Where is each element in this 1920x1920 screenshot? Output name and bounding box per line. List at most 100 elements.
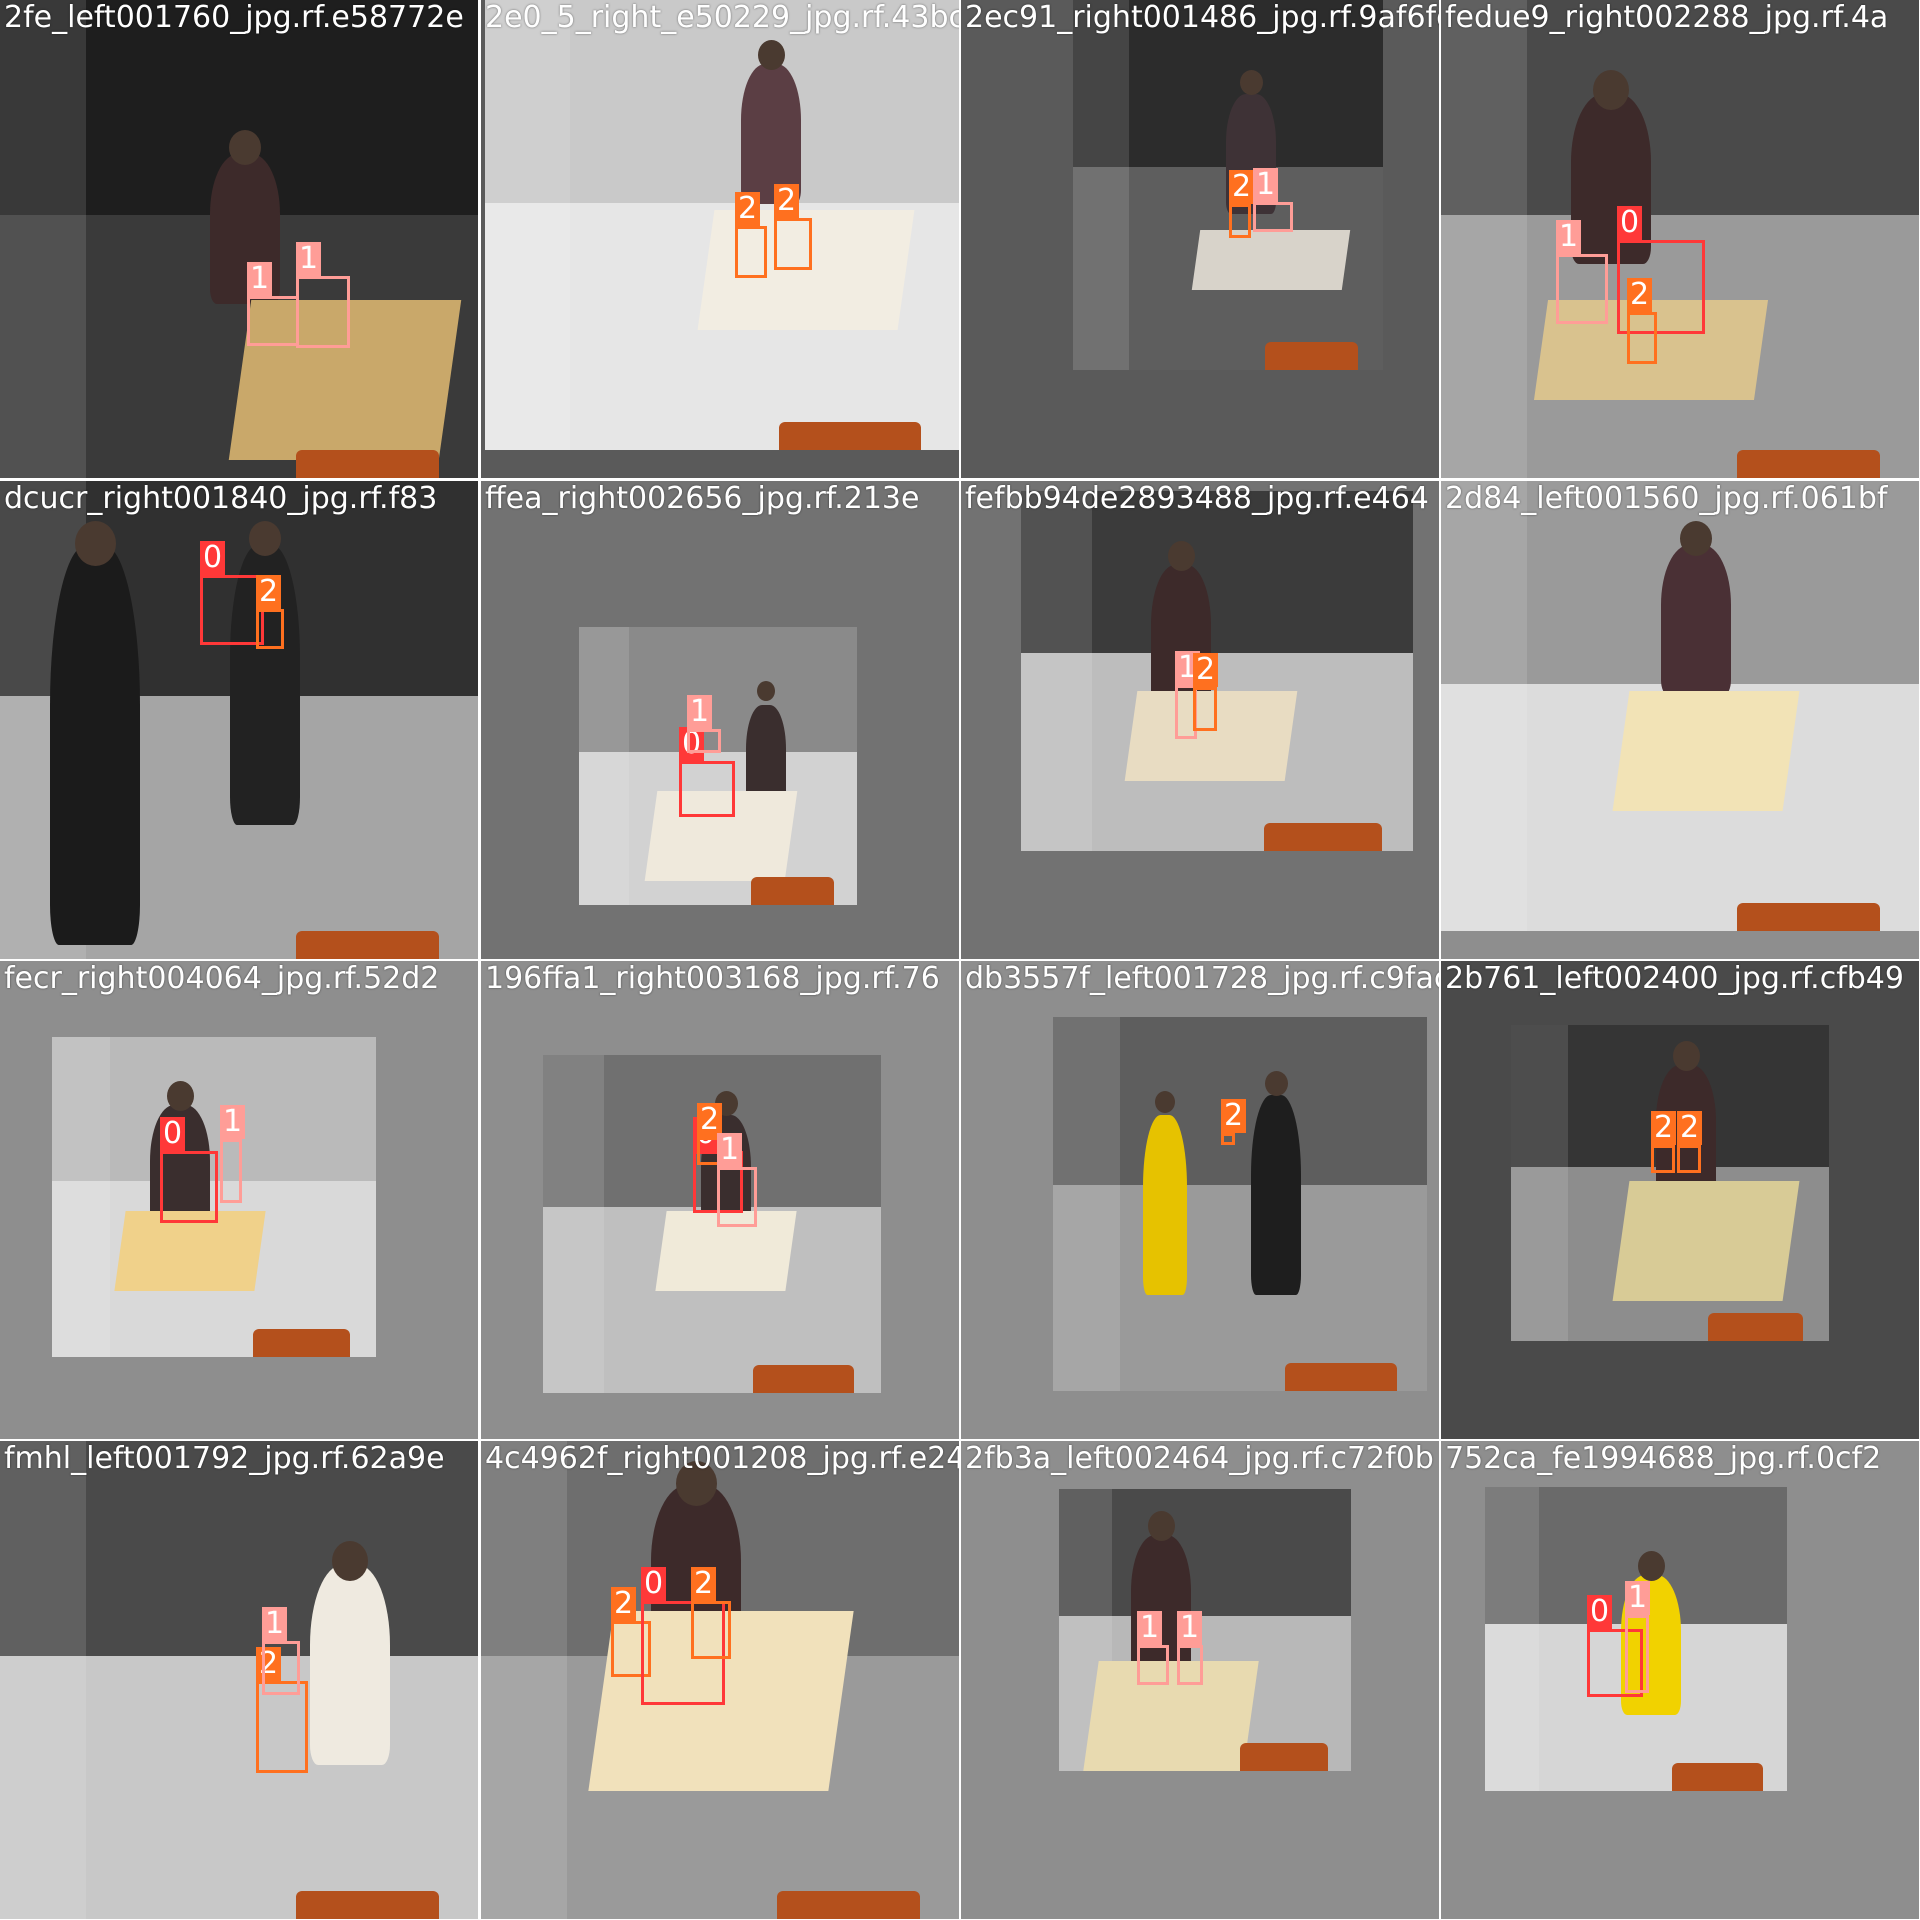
side-wall	[543, 1055, 604, 1393]
table	[114, 1211, 266, 1291]
camera-frame	[0, 0, 478, 478]
orange-bin	[296, 450, 439, 478]
detection-box	[1625, 1615, 1649, 1693]
detection-box	[262, 1641, 300, 1695]
detection-box	[1556, 254, 1608, 324]
side-wall	[579, 627, 629, 905]
orange-bin	[751, 877, 834, 905]
table	[1083, 1661, 1259, 1771]
side-wall	[485, 0, 570, 450]
table	[1612, 691, 1800, 811]
detection-box	[1627, 312, 1657, 364]
image-filename-caption: dcucr_right001840_jpg.rf.f83	[4, 481, 438, 516]
floor	[0, 1656, 478, 1919]
detection-box	[1193, 687, 1217, 731]
person	[1661, 545, 1731, 695]
detection-box	[256, 609, 284, 649]
orange-bin	[253, 1329, 350, 1357]
detection-box	[220, 1139, 242, 1203]
image-filename-caption: 2b761_left002400_jpg.rf.cfb49	[1445, 961, 1904, 996]
detection-label: 2	[1229, 170, 1255, 204]
floor	[1053, 1185, 1427, 1391]
detection-box	[1651, 1145, 1675, 1173]
detection-box	[1221, 1133, 1235, 1145]
detection-label: 2	[1677, 1111, 1703, 1145]
detection-box	[296, 276, 350, 348]
camera-frame	[1441, 481, 1919, 931]
person-head	[249, 521, 281, 556]
detection-box	[1677, 1145, 1701, 1173]
mosaic-tile: 0 2 dcucr_right001840_jpg.rf.f83	[0, 481, 478, 959]
side-wall	[1441, 0, 1527, 478]
person	[50, 545, 140, 945]
detection-box	[641, 1601, 725, 1705]
camera-frame	[1441, 0, 1919, 478]
detection-box	[611, 1621, 651, 1677]
detection-box	[200, 575, 264, 645]
orange-bin	[779, 422, 921, 450]
person-head	[1680, 521, 1712, 556]
person-head	[1239, 70, 1263, 95]
detection-label: 2	[697, 1103, 723, 1137]
image-filename-caption: db3557f_left001728_jpg.rf.c9fac	[965, 961, 1439, 996]
image-filename-caption: fedue9_right002288_jpg.rf.4a	[1445, 0, 1889, 35]
detection-label: 2	[611, 1587, 637, 1621]
detection-label: 0	[200, 541, 226, 575]
orange-bin	[1285, 1363, 1397, 1391]
camera-frame	[579, 627, 857, 905]
side-wall	[481, 1441, 567, 1919]
person-head	[675, 1461, 717, 1506]
orange-bin	[753, 1365, 854, 1393]
mosaic-tile: 0 1 fecr_right004064_jpg.rf.52d2	[0, 961, 478, 1439]
table	[1612, 1181, 1800, 1301]
side-wall	[1021, 491, 1092, 851]
detection-box	[256, 1681, 308, 1773]
detection-label: 2	[774, 184, 800, 218]
orange-bin	[1240, 1743, 1328, 1771]
image-filename-caption: 2ec91_right001486_jpg.rf.9af6fd	[965, 0, 1439, 35]
person-head	[1155, 1091, 1175, 1113]
image-filename-caption: 2fe_left001760_jpg.rf.e58772e	[4, 0, 464, 35]
detection-box	[774, 218, 812, 270]
person-head	[1147, 1511, 1175, 1541]
detection-label: 1	[717, 1133, 743, 1167]
detection-label: 1	[220, 1105, 246, 1139]
detection-label: 2	[1651, 1111, 1677, 1145]
orange-bin	[1708, 1313, 1803, 1341]
orange-bin	[1737, 903, 1880, 931]
image-filename-caption: 2d84_left001560_jpg.rf.061bf	[1445, 481, 1888, 516]
detection-label: 2	[1627, 278, 1653, 312]
detection-label: 2	[735, 192, 761, 226]
detection-box	[1617, 240, 1705, 334]
detection-box	[1253, 202, 1293, 232]
person-head	[332, 1541, 368, 1581]
camera-frame	[1511, 1025, 1829, 1341]
side-wall	[1073, 0, 1129, 370]
mosaic-tile: 1 2 fefbb94de2893488_jpg.rf.e464	[961, 481, 1439, 959]
side-wall	[0, 0, 86, 478]
side-wall	[0, 1441, 86, 1919]
mosaic-tile: 0 1 752ca_fe1994688_jpg.rf.0cf2	[1441, 1441, 1919, 1919]
orange-bin	[777, 1891, 920, 1919]
mosaic-tile: 0 1 ffea_right002656_jpg.rf.213e	[481, 481, 959, 959]
camera-frame	[1073, 0, 1383, 370]
image-filename-caption: fefbb94de2893488_jpg.rf.e464	[965, 481, 1429, 516]
person-head	[1167, 541, 1195, 571]
detection-box	[687, 729, 721, 753]
person-head	[74, 521, 116, 566]
detection-label: 1	[1137, 1611, 1163, 1645]
mosaic-tile: 1 1 2fe_left001760_jpg.rf.e58772e	[0, 0, 478, 478]
mosaic-tile: 2 1 fmhl_left001792_jpg.rf.62a9e	[0, 1441, 478, 1919]
person-head	[757, 40, 785, 70]
detection-label: 0	[1617, 206, 1643, 240]
orange-bin	[1737, 450, 1880, 478]
mosaic-tile: 1 0 2 fedue9_right002288_jpg.rf.4a	[1441, 0, 1919, 478]
orange-bin	[1264, 823, 1382, 851]
detection-box	[247, 296, 299, 346]
detection-box	[679, 761, 735, 817]
person	[1143, 1115, 1187, 1295]
person-head	[1264, 1071, 1288, 1096]
mosaic-tile: 1 1 2fb3a_left002464_jpg.rf.c72f0b	[961, 1441, 1439, 1919]
detection-box	[691, 1601, 731, 1659]
camera-frame	[0, 481, 478, 959]
